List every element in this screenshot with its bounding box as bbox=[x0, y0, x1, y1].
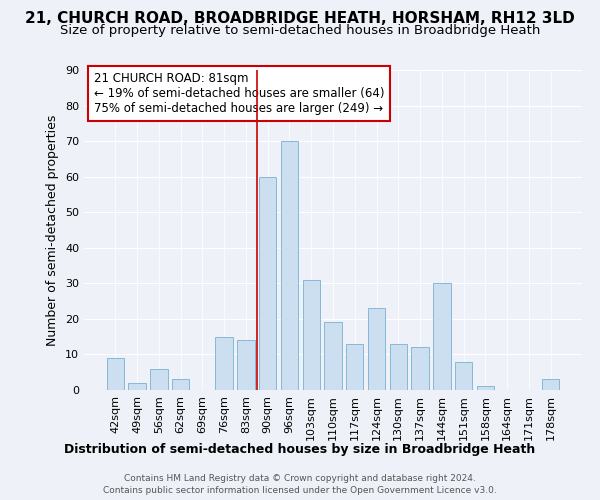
Text: Size of property relative to semi-detached houses in Broadbridge Heath: Size of property relative to semi-detach… bbox=[60, 24, 540, 37]
Text: Contains public sector information licensed under the Open Government Licence v3: Contains public sector information licen… bbox=[103, 486, 497, 495]
Bar bbox=[476, 386, 494, 390]
Bar bbox=[150, 368, 167, 390]
Bar bbox=[302, 280, 320, 390]
Bar bbox=[215, 336, 233, 390]
Bar bbox=[107, 358, 124, 390]
Bar bbox=[128, 383, 146, 390]
Text: 21, CHURCH ROAD, BROADBRIDGE HEATH, HORSHAM, RH12 3LD: 21, CHURCH ROAD, BROADBRIDGE HEATH, HORS… bbox=[25, 11, 575, 26]
Text: Contains HM Land Registry data © Crown copyright and database right 2024.: Contains HM Land Registry data © Crown c… bbox=[124, 474, 476, 483]
Bar bbox=[389, 344, 407, 390]
Bar bbox=[281, 141, 298, 390]
Bar bbox=[237, 340, 254, 390]
Bar bbox=[259, 176, 277, 390]
Bar bbox=[324, 322, 342, 390]
Bar bbox=[172, 380, 190, 390]
Bar bbox=[455, 362, 472, 390]
Text: Distribution of semi-detached houses by size in Broadbridge Heath: Distribution of semi-detached houses by … bbox=[64, 442, 536, 456]
Bar bbox=[368, 308, 385, 390]
Bar bbox=[346, 344, 364, 390]
Bar bbox=[433, 284, 451, 390]
Y-axis label: Number of semi-detached properties: Number of semi-detached properties bbox=[46, 114, 59, 346]
Bar bbox=[412, 348, 429, 390]
Text: 21 CHURCH ROAD: 81sqm
← 19% of semi-detached houses are smaller (64)
75% of semi: 21 CHURCH ROAD: 81sqm ← 19% of semi-deta… bbox=[94, 72, 385, 114]
Bar bbox=[542, 380, 559, 390]
